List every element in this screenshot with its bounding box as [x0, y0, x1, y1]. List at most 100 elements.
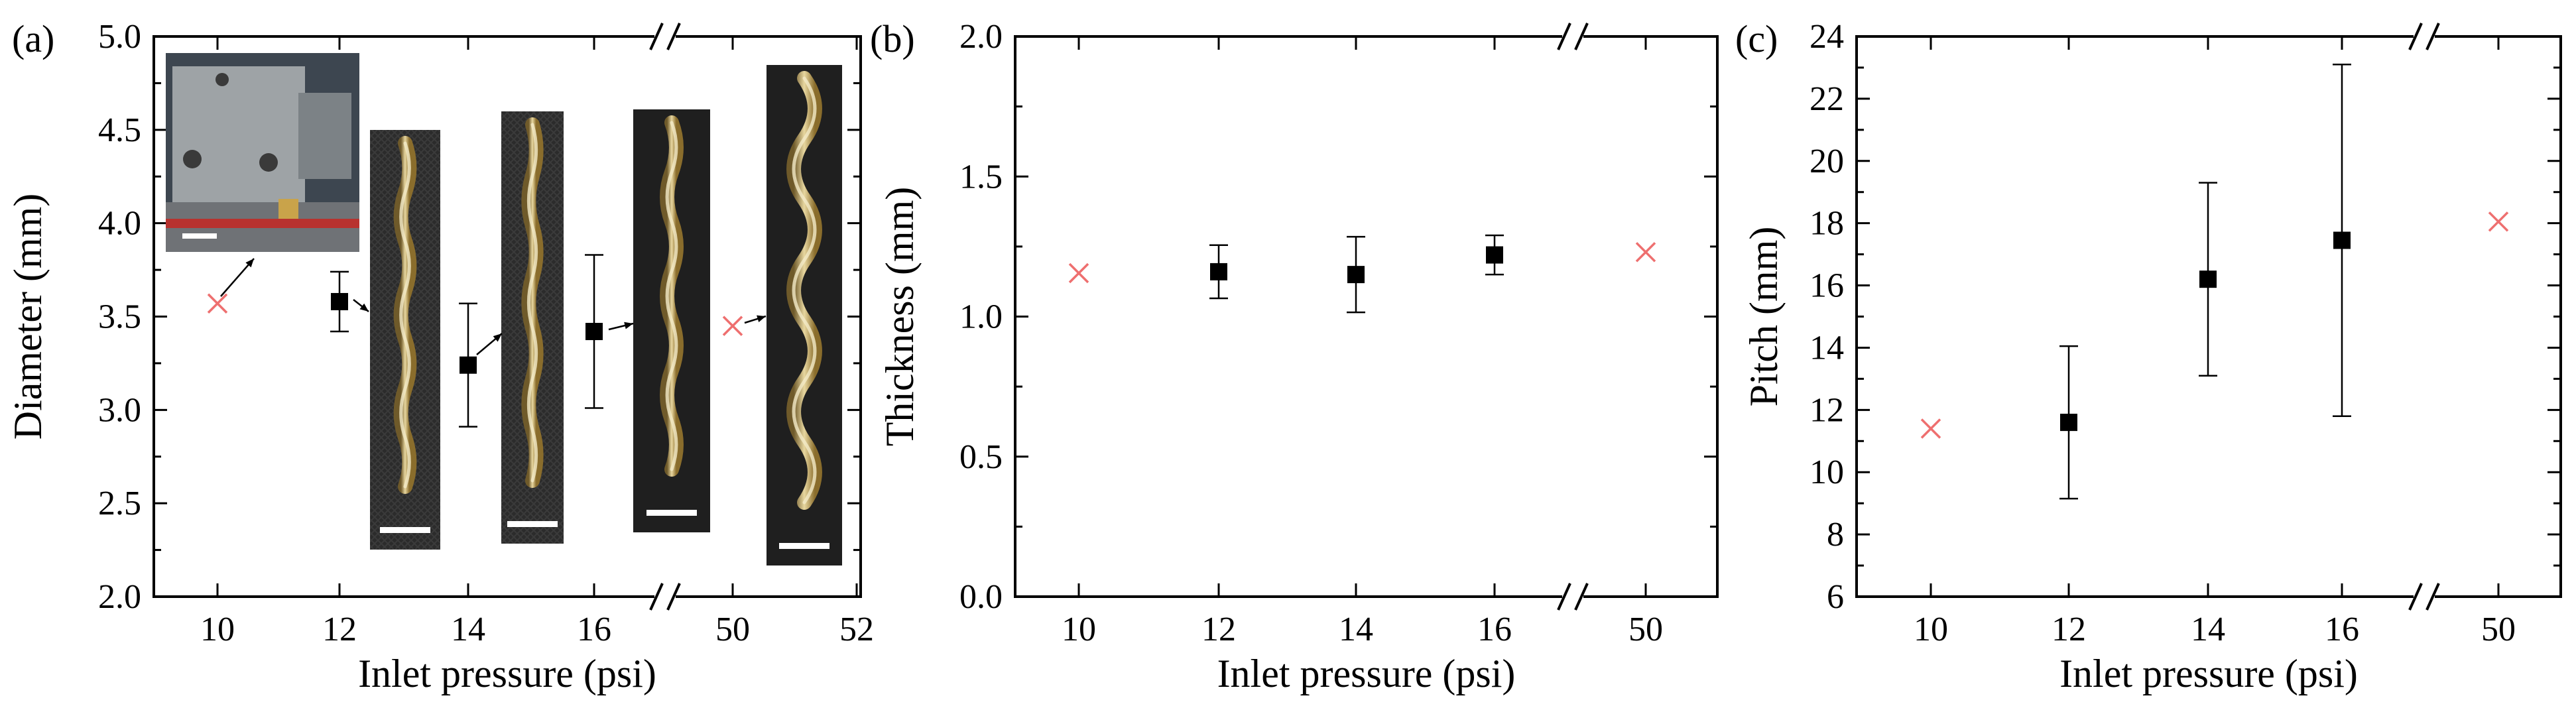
x-tick-label: 10	[1062, 611, 1096, 648]
axis-break-gap	[2414, 582, 2435, 611]
printhead-photo-icon	[166, 53, 359, 252]
y-tick-label: 1.0	[959, 298, 1003, 336]
x-tick-label: 50	[1628, 611, 1663, 648]
y-tick-label: 3.5	[98, 298, 141, 336]
data-point-square	[2060, 414, 2077, 432]
axis-break-gap	[1562, 582, 1583, 611]
data-point-cross	[2488, 211, 2509, 232]
panel-b-chart: 0.0 0.5 1.0 1.5 2.0 10 12 14 16 50 Inlet pressure …	[870, 17, 1719, 695]
axis-break-mark	[666, 23, 681, 50]
y-tick-label: 4.5	[98, 111, 141, 149]
y-tick-label: 24	[1809, 18, 1844, 56]
y-tick-label: 5.0	[98, 18, 141, 56]
data-point-square	[2199, 270, 2217, 288]
data-point-square	[460, 356, 477, 374]
axis-break-gap	[1562, 22, 1583, 51]
y-tick-label: 6	[1827, 578, 1844, 616]
filament-16psi-photo-icon	[633, 109, 710, 532]
x-tick-label: 10	[200, 611, 235, 648]
x-tick-label: 10	[1914, 611, 1948, 648]
data-point-cross	[722, 316, 743, 336]
x-tick-label: 50	[2481, 611, 2516, 648]
x-axis-label: Inlet pressure (psi)	[2059, 652, 2358, 695]
data-point-cross	[1920, 418, 1941, 439]
data-point-square	[585, 323, 603, 341]
y-tick-label: 2.0	[98, 578, 141, 616]
y-tick-label: 16	[1809, 267, 1844, 305]
y-tick-label: 8	[1827, 516, 1844, 554]
data-point-square	[1347, 266, 1365, 284]
x-tick-label: 52	[839, 611, 874, 648]
y-tick-label: 14	[1809, 329, 1844, 367]
axis-break-mark	[1557, 23, 1571, 50]
x-axis-label: Inlet pressure (psi)	[1217, 652, 1516, 695]
y-axis-label: Diameter (mm)	[6, 194, 50, 440]
scale-bar	[507, 521, 558, 527]
x-tick-label: 50	[715, 611, 750, 648]
y-axis-label: Pitch (mm)	[1742, 227, 1786, 407]
x-tick-label: 14	[1339, 611, 1373, 648]
y-tick-label: 1.5	[959, 158, 1003, 196]
arrow-head	[493, 333, 502, 342]
data-point-square	[331, 292, 348, 310]
x-tick-label: 14	[451, 611, 485, 648]
panel-label: (a)	[12, 17, 54, 60]
y-tick-label: 18	[1809, 205, 1844, 243]
filament-50psi-photo-icon	[767, 65, 842, 565]
arrow-head	[624, 322, 633, 329]
axis-break-mark	[1557, 583, 1571, 611]
y-axis-label: Thickness (mm)	[878, 187, 922, 447]
axis-break-mark	[1574, 23, 1589, 50]
x-tick-label: 12	[1201, 611, 1236, 648]
photo-insets	[166, 53, 842, 565]
axis-break-gap	[654, 582, 676, 611]
data-point-square	[1486, 246, 1503, 264]
y-tick-label: 2.5	[98, 485, 141, 522]
panel-label: (b)	[870, 17, 915, 60]
x-tick-label: 16	[2325, 611, 2359, 648]
y-tick-label: 12	[1809, 391, 1844, 429]
panel-label: (c)	[1735, 17, 1778, 60]
x-tick-label: 16	[1477, 611, 1512, 648]
axis-break-mark	[666, 583, 681, 611]
plot-frame	[1014, 35, 1719, 598]
x-axis-label: Inlet pressure (psi)	[358, 652, 656, 695]
y-tick-label: 10	[1809, 453, 1844, 491]
panel-a-chart: 2.0 2.5 3.0 3.5 4.0 4.5 5.0 10 12 14 16 50 52 Inlet p…	[6, 17, 874, 695]
axis-break-mark	[2408, 23, 2423, 50]
axis-break-mark	[1574, 583, 1589, 611]
axis-break-mark	[649, 23, 664, 50]
axis-break-mark	[2408, 583, 2423, 611]
x-tick-label: 16	[577, 611, 611, 648]
scale-bar	[380, 527, 430, 533]
x-tick-label: 12	[322, 611, 357, 648]
y-tick-label: 0.5	[959, 438, 1003, 476]
y-tick-label: 0.0	[959, 578, 1003, 616]
arrow-head	[359, 303, 369, 312]
axis-break-mark	[2425, 583, 2440, 611]
y-tick-label: 2.0	[959, 18, 1003, 56]
data-point-cross	[1635, 242, 1656, 263]
panel-c-chart: 6 8 10 12 14 16 18 20 22 24 10 12 14 16 50 Inlet pressu…	[1735, 17, 2562, 695]
arrow-head	[757, 315, 766, 323]
y-tick-label: 3.0	[98, 391, 141, 429]
axis-break-mark	[649, 583, 664, 611]
axis-break-gap	[2414, 22, 2435, 51]
axis-break-mark	[2425, 23, 2440, 50]
x-tick-label: 14	[2191, 611, 2225, 648]
y-tick-label: 4.0	[98, 205, 141, 243]
scale-bar	[779, 543, 829, 549]
filament-12psi-photo-icon	[370, 130, 440, 550]
scale-bar	[646, 510, 697, 516]
y-tick-label: 22	[1809, 80, 1844, 118]
data-point-cross	[207, 293, 228, 314]
arrow-head	[245, 259, 254, 268]
data-point-cross	[1068, 263, 1089, 284]
data-point-square	[1210, 263, 1227, 280]
filament-14psi-photo-icon	[501, 111, 564, 544]
y-tick-label: 20	[1809, 143, 1844, 180]
x-tick-label: 12	[2052, 611, 2086, 648]
data-point-square	[2333, 231, 2351, 249]
axis-break-gap	[654, 22, 676, 51]
